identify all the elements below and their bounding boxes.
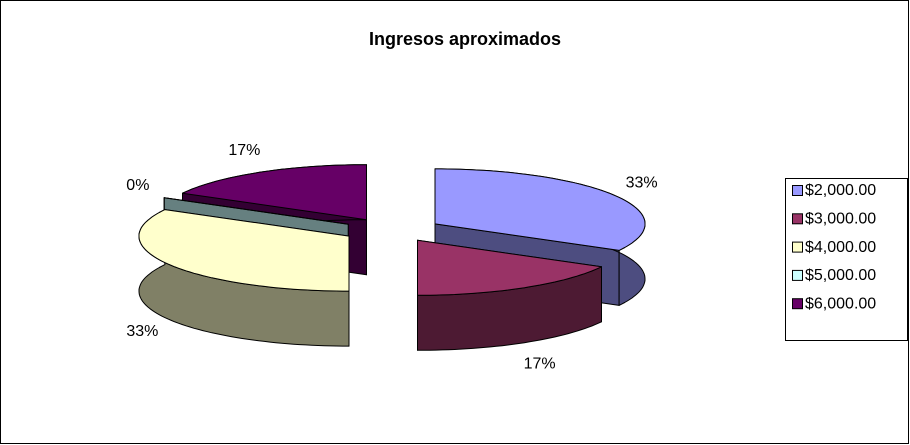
legend-label: $2,000.00	[805, 182, 876, 199]
legend-swatch	[792, 269, 803, 281]
data-label: 17%	[524, 355, 556, 372]
pie-slice	[417, 239, 602, 296]
pie-slice	[163, 197, 349, 225]
chart-title: Ingresos aproximados	[369, 29, 561, 49]
legend-swatch	[792, 241, 803, 253]
legend-swatch	[792, 185, 803, 196]
legend-swatch	[792, 298, 803, 310]
pie-slice	[138, 209, 350, 292]
legend-swatch	[792, 213, 803, 225]
pie-slice	[182, 164, 367, 221]
legend-label: $5,000.00	[805, 267, 876, 284]
legend-label: $3,000.00	[805, 211, 876, 228]
legend-label: $4,000.00	[805, 239, 876, 256]
data-label: 33%	[626, 174, 658, 191]
legend-box	[785, 178, 908, 341]
data-label: 17%	[228, 142, 260, 159]
data-label: 0%	[126, 177, 149, 194]
legend-label: $6,000.00	[805, 295, 876, 312]
data-label: 33%	[126, 323, 158, 340]
pie-slice	[434, 168, 646, 251]
